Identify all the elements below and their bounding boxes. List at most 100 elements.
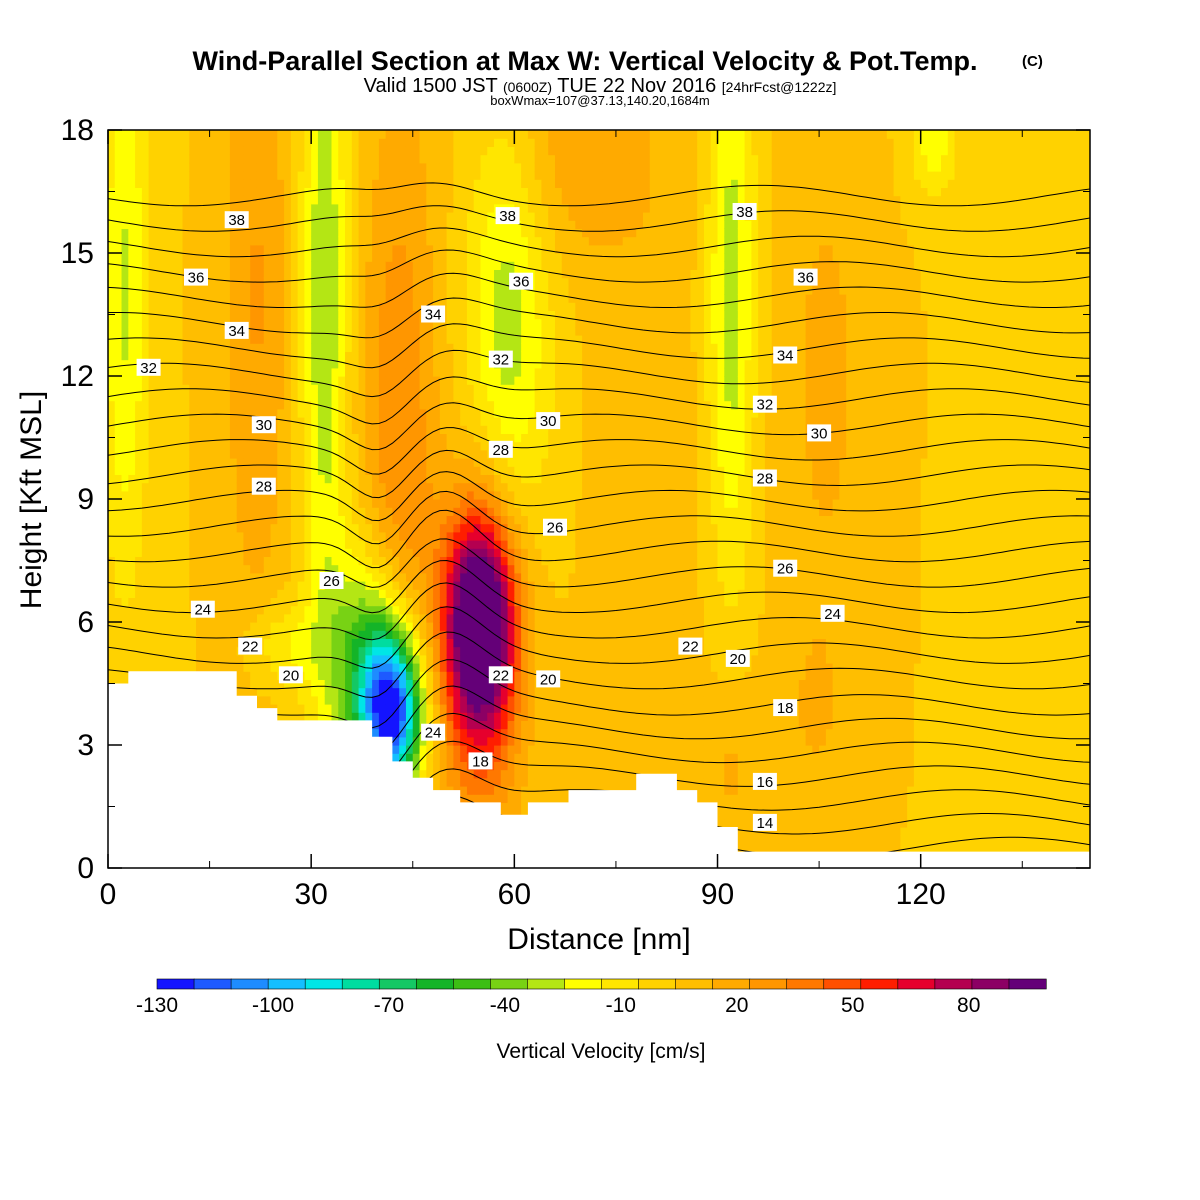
field-cell: [412, 695, 421, 705]
field-cell: [162, 605, 170, 615]
field-cell: [256, 408, 265, 418]
field-cell: [466, 326, 475, 336]
field-cell: [277, 531, 285, 541]
field-cell: [392, 220, 400, 229]
field-cell: [162, 228, 170, 238]
field-cell: [155, 294, 163, 303]
field-cell: [439, 695, 448, 705]
field-cell: [263, 236, 272, 246]
field-cell: [243, 597, 251, 607]
field-cell: [385, 171, 394, 180]
field-cell: [460, 343, 468, 352]
field-cell: [216, 466, 224, 475]
field-cell: [284, 564, 292, 574]
field-cell: [141, 335, 150, 344]
field-cell: [168, 449, 177, 459]
field-cell: [270, 654, 278, 664]
field-cell: [196, 425, 204, 434]
field-cell: [385, 622, 394, 631]
field-cell: [135, 638, 143, 648]
field-cell: [148, 138, 156, 147]
field-cell: [426, 548, 434, 557]
field-cell: [114, 187, 123, 197]
field-cell: [338, 540, 346, 549]
field-cell: [290, 589, 299, 598]
field-cell: [250, 523, 258, 533]
field-cell: [148, 531, 156, 541]
field-cell: [365, 335, 373, 344]
field-cell: [433, 613, 441, 623]
field-cell: [372, 154, 380, 164]
field-cell: [324, 507, 333, 516]
field-cell: [162, 499, 170, 508]
field-cell: [128, 482, 136, 492]
field-cell: [446, 753, 454, 762]
field-cell: [317, 236, 326, 246]
field-cell: [480, 613, 488, 623]
field-cell: [121, 343, 129, 352]
field-cell: [304, 679, 312, 689]
field-cell: [297, 433, 305, 443]
field-cell: [351, 244, 360, 254]
field-cell: [209, 376, 217, 385]
field-cell: [372, 482, 380, 492]
field-cell: [135, 482, 143, 492]
field-cell: [121, 540, 129, 549]
field-cell: [365, 564, 373, 574]
field-cell: [419, 671, 427, 680]
field-cell: [419, 474, 427, 484]
field-cell: [256, 335, 265, 344]
field-cell: [433, 187, 441, 197]
field-cell: [460, 162, 468, 172]
field-cell: [338, 162, 346, 172]
field-cell: [433, 499, 441, 508]
field-cell: [399, 359, 407, 369]
field-cell: [317, 630, 326, 639]
field-cell: [162, 417, 170, 426]
field-cell: [114, 466, 123, 475]
field-cell: [189, 572, 197, 582]
field-cell: [412, 343, 421, 352]
field-cell: [338, 326, 346, 336]
field-cell: [243, 187, 251, 197]
field-cell: [168, 294, 177, 303]
field-cell: [466, 359, 475, 369]
field-cell: [189, 564, 197, 574]
field-cell: [148, 261, 156, 270]
field-cell: [385, 417, 394, 426]
field-cell: [385, 294, 394, 303]
field-cell: [365, 589, 373, 598]
field-cell: [338, 154, 346, 164]
field-cell: [412, 515, 421, 525]
field-cell: [345, 449, 353, 459]
field-cell: [426, 343, 434, 352]
field-cell: [317, 474, 326, 484]
field-cell: [155, 663, 163, 672]
field-cell: [358, 507, 366, 516]
field-cell: [426, 162, 434, 172]
field-cell: [365, 376, 373, 385]
field-cell: [202, 351, 211, 361]
field-cell: [189, 220, 197, 229]
field-cell: [182, 195, 190, 205]
field-cell: [297, 523, 305, 533]
field-cell: [419, 458, 427, 467]
field-cell: [135, 466, 143, 475]
field-cell: [141, 310, 150, 320]
field-cell: [229, 474, 238, 484]
field-cell: [439, 704, 448, 713]
field-cell: [446, 228, 454, 238]
field-cell: [460, 408, 468, 418]
field-cell: [446, 236, 454, 246]
field-cell: [189, 474, 197, 484]
field-cell: [148, 507, 156, 516]
field-cell: [284, 597, 292, 607]
field-cell: [446, 162, 454, 172]
field-cell: [433, 564, 441, 574]
field-cell: [317, 646, 326, 656]
field-cell: [189, 236, 197, 246]
field-cell: [372, 597, 380, 607]
field-cell: [141, 523, 150, 533]
field-cell: [250, 326, 258, 336]
field-cell: [175, 392, 184, 402]
